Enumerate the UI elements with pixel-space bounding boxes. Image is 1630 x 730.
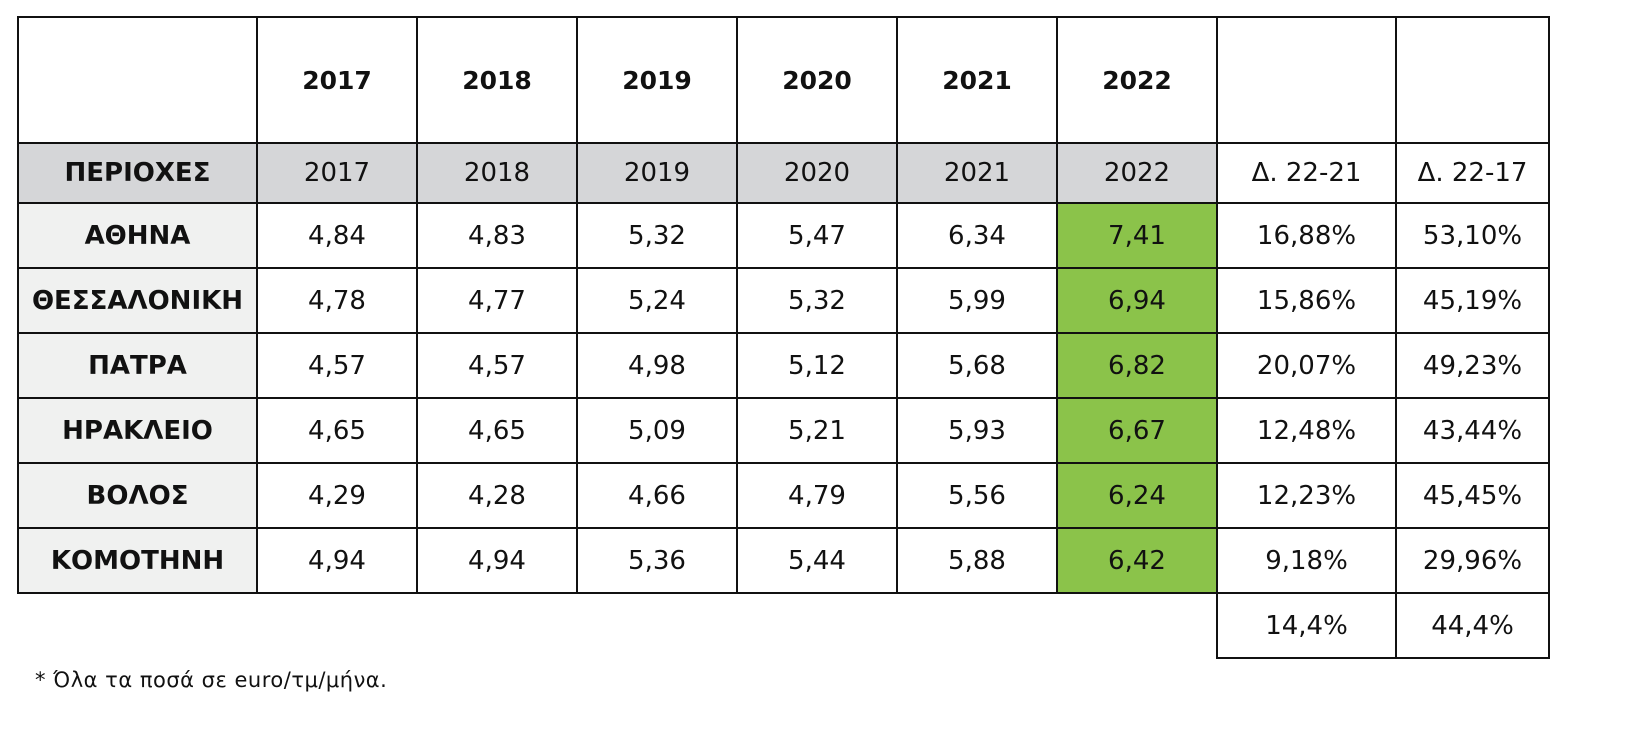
value-cell: 5,93 [896,397,1058,464]
year-header: 2021 [896,142,1058,204]
value-2022-highlight: 6,24 [1056,462,1218,529]
year-header: 2020 [736,142,898,204]
top-left-blank-cell [17,16,258,144]
top-blank-cell [1395,16,1550,144]
column-header-row: ΠΕΡΙΟΧΕΣ 2017 2018 2019 2020 2021 2022 Δ… [17,142,1550,204]
value-cell: 5,32 [576,202,738,269]
regions-header: ΠΕΡΙΟΧΕΣ [17,142,258,204]
region-name: ΒΟΛΟΣ [17,462,258,529]
top-blank-cell [1216,16,1397,144]
delta-22-21-cell: 12,23% [1216,462,1397,529]
value-cell: 4,28 [416,462,578,529]
footnote: * Όλα τα ποσά σε euro/τμ/μήνα. [35,668,388,692]
top-year-cell: 2017 [256,16,418,144]
value-2022-highlight: 6,94 [1056,267,1218,334]
average-delta-22-17: 44,4% [1395,592,1550,659]
table-row: ΠΑΤΡΑ 4,57 4,57 4,98 5,12 5,68 6,82 20,0… [17,332,1550,399]
value-2022-highlight: 6,82 [1056,332,1218,399]
value-cell: 5,36 [576,527,738,594]
summary-spacer [18,593,1217,658]
value-cell: 4,98 [576,332,738,399]
table-row: ΚΟΜΟΤΗΝΗ 4,94 4,94 5,36 5,44 5,88 6,42 9… [17,527,1550,594]
value-cell: 4,65 [256,397,418,464]
top-year-cell: 2021 [896,16,1058,144]
delta-22-17-header: Δ. 22-17 [1395,142,1550,204]
delta-22-17-cell: 45,45% [1395,462,1550,529]
region-name: ΑΘΗΝΑ [17,202,258,269]
value-2022-highlight: 6,42 [1056,527,1218,594]
value-cell: 4,94 [416,527,578,594]
region-name: ΗΡΑΚΛΕΙΟ [17,397,258,464]
value-cell: 5,44 [736,527,898,594]
value-cell: 5,12 [736,332,898,399]
value-cell: 5,68 [896,332,1058,399]
value-cell: 5,32 [736,267,898,334]
delta-22-17-cell: 53,10% [1395,202,1550,269]
year-header: 2017 [256,142,418,204]
value-cell: 4,29 [256,462,418,529]
delta-22-21-cell: 15,86% [1216,267,1397,334]
delta-22-21-cell: 12,48% [1216,397,1397,464]
top-year-cell: 2019 [576,16,738,144]
value-cell: 5,88 [896,527,1058,594]
top-year-cell: 2018 [416,16,578,144]
top-year-cell: 2020 [736,16,898,144]
value-cell: 5,56 [896,462,1058,529]
table-row: ΑΘΗΝΑ 4,84 4,83 5,32 5,47 6,34 7,41 16,8… [17,202,1550,269]
delta-22-21-header: Δ. 22-21 [1216,142,1397,204]
value-cell: 4,57 [256,332,418,399]
delta-22-17-cell: 29,96% [1395,527,1550,594]
value-cell: 4,84 [256,202,418,269]
value-2022-highlight: 7,41 [1056,202,1218,269]
value-cell: 5,99 [896,267,1058,334]
summary-row: 14,4% 44,4% [18,592,1550,659]
year-header: 2019 [576,142,738,204]
table-row: ΒΟΛΟΣ 4,29 4,28 4,66 4,79 5,56 6,24 12,2… [17,462,1550,529]
region-name: ΠΑΤΡΑ [17,332,258,399]
value-cell: 6,34 [896,202,1058,269]
average-delta-22-21: 14,4% [1216,592,1397,659]
delta-22-17-cell: 43,44% [1395,397,1550,464]
table-row: ΘΕΣΣΑΛΟΝΙΚΗ 4,78 4,77 5,24 5,32 5,99 6,9… [17,267,1550,334]
value-cell: 4,57 [416,332,578,399]
value-cell: 4,79 [736,462,898,529]
delta-22-17-cell: 49,23% [1395,332,1550,399]
value-cell: 4,77 [416,267,578,334]
value-cell: 5,09 [576,397,738,464]
year-header: 2022 [1056,142,1218,204]
value-cell: 4,66 [576,462,738,529]
delta-22-21-cell: 16,88% [1216,202,1397,269]
table-row: ΗΡΑΚΛΕΙΟ 4,65 4,65 5,09 5,21 5,93 6,67 1… [17,397,1550,464]
region-name: ΘΕΣΣΑΛΟΝΙΚΗ [17,267,258,334]
delta-22-21-cell: 9,18% [1216,527,1397,594]
value-cell: 5,47 [736,202,898,269]
year-header: 2018 [416,142,578,204]
value-cell: 5,21 [736,397,898,464]
value-cell: 4,65 [416,397,578,464]
value-cell: 4,83 [416,202,578,269]
value-2022-highlight: 6,67 [1056,397,1218,464]
delta-22-17-cell: 45,19% [1395,267,1550,334]
region-name: ΚΟΜΟΤΗΝΗ [17,527,258,594]
delta-22-21-cell: 20,07% [1216,332,1397,399]
year-title-row: 2017 2018 2019 2020 2021 2022 [17,16,1550,144]
top-year-cell: 2022 [1056,16,1218,144]
value-cell: 4,78 [256,267,418,334]
value-cell: 5,24 [576,267,738,334]
rent-price-table: 2017 2018 2019 2020 2021 2022 ΠΕΡΙΟΧΕΣ 2… [17,16,1550,659]
value-cell: 4,94 [256,527,418,594]
